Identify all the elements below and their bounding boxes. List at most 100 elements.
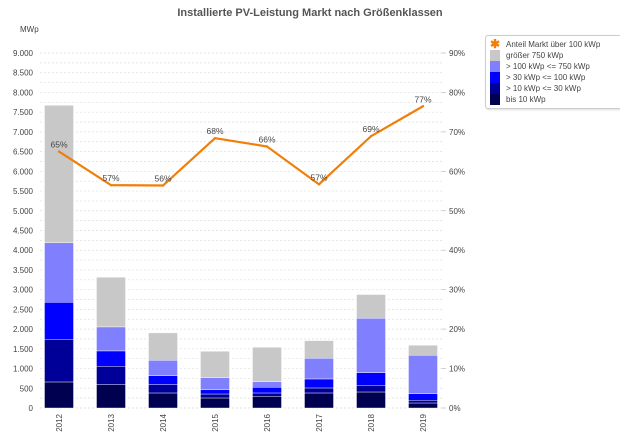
bar-segment — [408, 393, 438, 401]
x-tick-label: 2016 — [263, 413, 272, 431]
legend: ✱ Anteil Markt über 100 kWp größer 750 kW… — [485, 35, 620, 109]
y2-tick-label: 10% — [449, 365, 465, 374]
legend-swatch — [490, 83, 500, 94]
y-tick-label: 4.000 — [13, 246, 34, 255]
y-tick-label: 6.000 — [13, 167, 34, 176]
legend-label: größer 750 kWp — [506, 51, 564, 60]
y-tick-label: 5.500 — [13, 187, 34, 196]
data-label: 66% — [258, 134, 275, 144]
bar-segment — [356, 294, 386, 319]
bar-segment — [148, 384, 178, 394]
line-point — [369, 135, 373, 138]
y-tick-label: 500 — [20, 384, 34, 393]
line-point — [317, 183, 321, 186]
x-tick-label: 2014 — [159, 413, 168, 431]
legend-label: Anteil Markt über 100 kWp — [506, 40, 601, 49]
y2-tick-label: 50% — [449, 207, 465, 216]
bar-segment — [252, 387, 282, 394]
data-label: 57% — [310, 172, 327, 182]
y-tick-label: 7.000 — [13, 128, 34, 137]
y-tick-label: 8.000 — [13, 88, 34, 97]
bar-segment — [356, 391, 386, 409]
bar-segment — [252, 392, 282, 397]
y-tick-label: 0 — [29, 404, 34, 413]
bar-segment — [200, 377, 230, 390]
bar-segment — [304, 378, 334, 389]
bar-segment — [356, 372, 386, 386]
bar-segment — [200, 393, 230, 399]
y-tick-label: 2.000 — [13, 325, 34, 334]
legend-swatch — [490, 94, 500, 105]
bar-segment — [252, 396, 282, 409]
data-label: 68% — [206, 126, 223, 136]
y-tick-label: 7.500 — [13, 108, 34, 117]
legend-item-line: ✱ Anteil Markt über 100 kWp — [490, 38, 618, 50]
bar-segment — [96, 326, 126, 352]
y-tick-label: 4.500 — [13, 227, 34, 236]
x-tick-label: 2013 — [107, 413, 116, 431]
x-tick-label: 2017 — [315, 413, 324, 431]
bar-segment — [96, 366, 126, 385]
bar-segment — [44, 302, 74, 340]
bar-segment — [252, 381, 282, 388]
y-tick-label: 8.500 — [13, 69, 34, 78]
bar-segment — [44, 242, 74, 303]
bar-segment — [148, 392, 178, 409]
bar-segment — [44, 381, 74, 409]
y-tick-label: 9.000 — [13, 49, 34, 58]
line-point — [57, 150, 61, 153]
legend-swatch — [490, 50, 500, 61]
legend-label: > 100 kWp <= 750 kWp — [506, 62, 590, 71]
y2-tick-label: 0% — [449, 404, 461, 413]
bar-segment — [304, 392, 334, 409]
bar-segment — [408, 355, 438, 394]
legend-label: > 10 kWp <= 30 kWp — [506, 84, 581, 93]
data-label: 65% — [50, 140, 67, 150]
legend-item: > 30 kWp <= 100 kWp — [490, 72, 618, 83]
y-tick-label: 2.500 — [13, 305, 34, 314]
bar-segment — [408, 345, 438, 356]
y2-tick-label: 80% — [449, 88, 465, 97]
data-label: 57% — [102, 173, 119, 183]
bar-segment — [96, 350, 126, 367]
y-tick-label: 1.000 — [13, 365, 34, 374]
y-tick-label: 3.000 — [13, 286, 34, 295]
y2-tick-label: 90% — [449, 49, 465, 58]
legend-swatch — [490, 61, 500, 72]
line-point — [213, 137, 217, 140]
bar-segment — [356, 385, 386, 393]
chart-title: Installierte PV-Leistung Markt nach Größ… — [177, 7, 443, 19]
line-point — [109, 183, 113, 187]
legend-label: bis 10 kWp — [506, 95, 546, 104]
bar-segment — [304, 340, 334, 359]
bar-segment — [148, 375, 178, 385]
x-tick-label: 2015 — [211, 413, 220, 431]
bar-segment — [304, 387, 334, 394]
data-label: 69% — [362, 124, 379, 134]
bar-segment — [44, 339, 74, 383]
bar-segment — [252, 347, 282, 382]
legend-swatch — [490, 72, 500, 83]
legend-item: größer 750 kWp — [490, 50, 618, 61]
line-point — [265, 145, 269, 148]
y2-tick-label: 20% — [449, 325, 465, 334]
x-tick-label: 2019 — [419, 413, 428, 431]
bar-segment — [356, 318, 386, 373]
bar-segment — [408, 400, 438, 404]
legend-item: bis 10 kWp — [490, 94, 618, 105]
y2-tick-label: 70% — [449, 128, 465, 137]
legend-item: > 100 kWp <= 750 kWp — [490, 61, 618, 72]
line-point — [161, 184, 165, 187]
bar-segment — [200, 351, 230, 378]
data-label: 56% — [154, 174, 171, 184]
legend-label: > 30 kWp <= 100 kWp — [506, 73, 586, 82]
y2-tick-label: 30% — [449, 286, 465, 295]
bar-segment — [148, 332, 178, 361]
y-tick-label: 3.500 — [13, 266, 34, 275]
bar-segment — [304, 358, 334, 380]
bar-segment — [96, 384, 126, 409]
x-tick-label: 2012 — [55, 413, 64, 431]
legend-item: > 10 kWp <= 30 kWp — [490, 83, 618, 94]
data-label: 77% — [414, 94, 431, 104]
